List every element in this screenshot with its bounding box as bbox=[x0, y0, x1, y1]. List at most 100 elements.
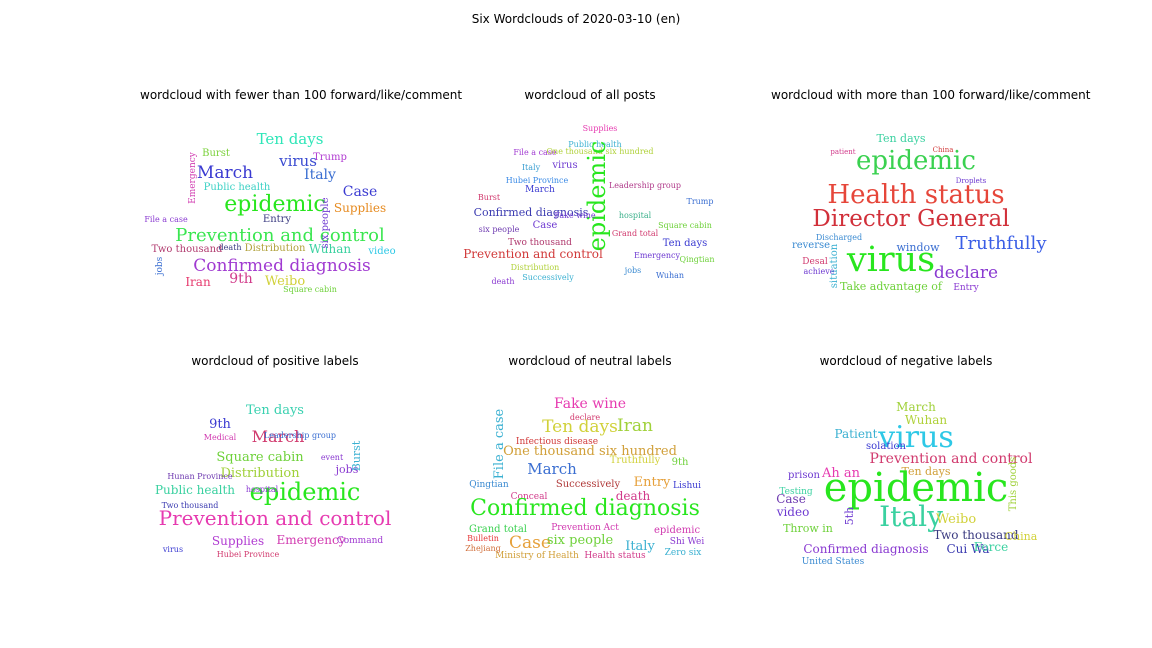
wordcloud-word: Zero six bbox=[665, 548, 702, 558]
wordcloud-word: Hubei Province bbox=[217, 550, 280, 559]
wordcloud-word: Infectious disease bbox=[516, 437, 598, 447]
wordcloud-panel: wordcloud with fewer than 100 forward/li… bbox=[140, 88, 462, 338]
wordcloud-word: Distribution bbox=[245, 243, 306, 254]
wordcloud-word: Weibo bbox=[265, 274, 305, 289]
wordcloud-word: hospital bbox=[246, 485, 279, 494]
wordcloud-word: Public health bbox=[155, 483, 235, 497]
wordcloud-word: Trump bbox=[686, 197, 713, 206]
wordcloud-word: United States bbox=[802, 557, 865, 567]
wordcloud-word: Patient bbox=[834, 427, 877, 441]
figure-title: Six Wordclouds of 2020-03-10 (en) bbox=[471, 12, 681, 26]
wordcloud-word: Public health bbox=[204, 182, 271, 193]
wordcloud-word: Case bbox=[509, 533, 551, 553]
wordcloud-word: event bbox=[321, 453, 344, 462]
wordcloud-word: Ten days bbox=[876, 132, 925, 145]
wordcloud-word: window bbox=[896, 241, 940, 254]
wordcloud-word: epidemic bbox=[224, 192, 325, 217]
wordcloud-word: Conceal bbox=[511, 492, 548, 502]
wordcloud-word: jobs bbox=[334, 463, 359, 476]
wordcloud-word: Prevention and control bbox=[175, 225, 385, 246]
wordcloud-word: Supplies bbox=[583, 124, 618, 133]
wordcloud-word: Health status bbox=[827, 180, 1004, 210]
wordcloud-word: Medical bbox=[204, 433, 237, 442]
wordcloud-word: epidemic bbox=[824, 465, 1008, 511]
wordcloud-word: Case bbox=[533, 220, 558, 231]
wordcloud-word: March bbox=[527, 460, 577, 478]
wordcloud-word: Confirmed diagnosis bbox=[474, 206, 589, 219]
wordcloud-word: Two thousand bbox=[933, 528, 1018, 542]
wordcloud-word: Ten days bbox=[901, 465, 950, 478]
wordcloud-word: Take advantage of bbox=[840, 280, 943, 293]
panel-title: wordcloud of negative labels bbox=[819, 354, 993, 368]
wordcloud-word: Iran bbox=[617, 416, 653, 436]
wordcloud-word: death bbox=[616, 489, 651, 503]
panel-title: wordcloud with more than 100 forward/lik… bbox=[771, 88, 1091, 102]
wordcloud-word: Wuhan bbox=[309, 242, 351, 256]
wordcloud-word: Ministry of Health bbox=[495, 551, 579, 561]
wordcloud-word: Ah an bbox=[821, 466, 861, 481]
wordcloud-word: Qingtian bbox=[469, 480, 509, 490]
wordcloud-word: Confirmed diagnosis bbox=[470, 496, 700, 521]
wordcloud-word: epidemic bbox=[583, 141, 611, 252]
wordcloud-word: Emergency bbox=[634, 251, 680, 260]
wordcloud-word: solation bbox=[866, 441, 907, 452]
wordcloud-word: jobs bbox=[624, 266, 642, 275]
wordcloud-word: jobs bbox=[155, 256, 165, 276]
wordcloud-word: Bulletin bbox=[467, 534, 499, 543]
wordcloud-word: File a case bbox=[492, 408, 507, 479]
wordcloud-word: Two thousand bbox=[162, 501, 219, 510]
wordcloud-word: six people bbox=[479, 225, 520, 234]
panel-title: wordcloud of all posts bbox=[524, 88, 656, 102]
wordcloud-word: death bbox=[492, 277, 515, 286]
wordcloud-word: Droplets bbox=[956, 177, 987, 185]
wordcloud-word: Prevention and control bbox=[463, 247, 603, 261]
wordcloud-word: Entry bbox=[953, 283, 979, 293]
wordcloud-word: prison bbox=[788, 470, 821, 481]
wordcloud-word: 9th bbox=[209, 417, 231, 432]
wordcloud-word: death bbox=[219, 243, 242, 252]
wordcloud-word: patient bbox=[830, 148, 855, 156]
wordcloud-word: Distribution bbox=[511, 263, 560, 272]
wordcloud-word: Prevention and control bbox=[870, 451, 1033, 467]
wordcloud-word: 9th bbox=[229, 271, 253, 287]
wordcloud-panel: wordcloud with more than 100 forward/lik… bbox=[771, 88, 1091, 338]
wordcloud-word: Cui Wa bbox=[946, 542, 989, 556]
wordcloud-word: Square cabin bbox=[658, 221, 712, 230]
wordcloud-word: Fake wine bbox=[554, 396, 626, 412]
wordcloud-panel: wordcloud of positive labels Ten days 9th… bbox=[140, 354, 410, 604]
wordcloud-word: virus bbox=[162, 545, 183, 554]
wordcloud-word: virus bbox=[846, 240, 935, 280]
wordcloud-word: epidemic bbox=[856, 146, 976, 176]
panel-title: wordcloud of neutral labels bbox=[508, 354, 672, 368]
wordcloud-word: Throw in bbox=[783, 522, 833, 535]
wordcloud-word: China bbox=[1005, 530, 1038, 543]
wordcloud-word: six people bbox=[547, 533, 614, 548]
wordcloud-word: six people bbox=[320, 197, 331, 248]
wordcloud-word: Two thousand bbox=[508, 238, 572, 248]
wordcloud-word: Grand total bbox=[612, 229, 659, 238]
wordcloud-word: Two thousand bbox=[152, 244, 224, 255]
wordcloud-word: Emergency bbox=[277, 533, 346, 547]
wordcloud-word: Iran bbox=[185, 275, 211, 289]
wordcloud-word: Wuhan bbox=[905, 413, 947, 427]
wordcloud-word: Grand total bbox=[469, 524, 527, 535]
wordcloud-word: Italy bbox=[522, 163, 541, 172]
wordcloud-word: Successively bbox=[522, 273, 574, 282]
wordcloud-word: Entry bbox=[634, 475, 671, 490]
wordcloud-word: Distribution bbox=[220, 466, 300, 481]
wordcloud-svg: MarchWuhanvirusPatientsolationPrevention… bbox=[776, 400, 1038, 567]
wordcloud-word: Ten days bbox=[246, 403, 304, 418]
wordcloud-word: declare bbox=[570, 413, 600, 422]
wordcloud-word: Command bbox=[337, 536, 384, 546]
wordcloud-panel: wordcloud of neutral labels Fake wine dec… bbox=[455, 354, 725, 604]
wordcloud-word: Ten days bbox=[542, 417, 618, 437]
wordcloud-word: Burst bbox=[350, 440, 363, 471]
wordcloud-word: Wuhan bbox=[656, 271, 684, 280]
wordcloud-word: Square cabin bbox=[283, 285, 337, 294]
wordcloud-word: Ten days bbox=[257, 130, 324, 148]
wordcloud-word: Italy bbox=[625, 539, 655, 554]
wordcloud-word: Trump bbox=[313, 152, 347, 163]
wordcloud-word: Public health bbox=[568, 140, 621, 149]
